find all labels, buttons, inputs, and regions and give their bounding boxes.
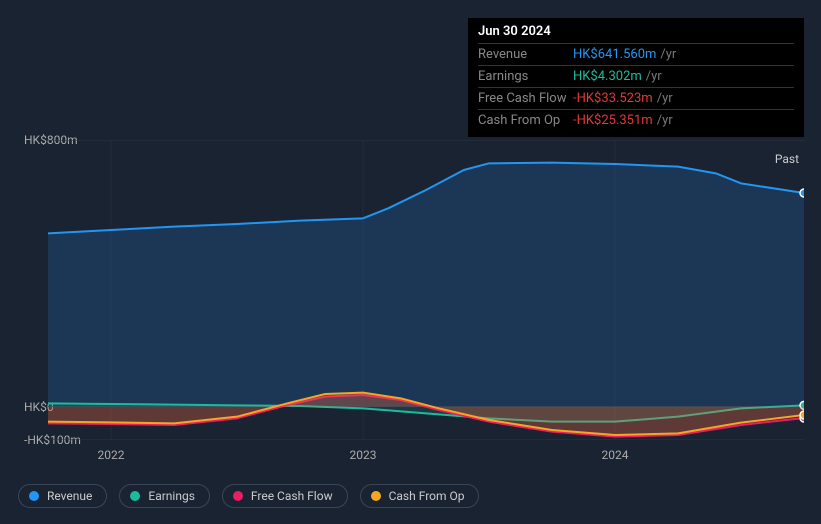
legend-label: Revenue bbox=[47, 489, 92, 503]
tooltip-date: Jun 30 2024 bbox=[478, 24, 794, 43]
tooltip-row-value: -HK$25.351m bbox=[573, 113, 653, 128]
tooltip-row: Cash From Op-HK$25.351m/yr bbox=[478, 109, 794, 131]
legend: Revenue Earnings Free Cash Flow Cash From O… bbox=[18, 484, 479, 508]
legend-dot-icon bbox=[29, 491, 39, 501]
financials-chart bbox=[48, 140, 804, 440]
tooltip-row-label: Cash From Op bbox=[478, 113, 573, 128]
tooltip-row-unit: /yr bbox=[657, 113, 673, 128]
tooltip-row-unit: /yr bbox=[646, 69, 662, 84]
legend-dot-icon bbox=[233, 491, 243, 501]
x-axis-tick-label: 2023 bbox=[350, 448, 377, 462]
tooltip-row-value: HK$4.302m bbox=[573, 69, 642, 84]
tooltip-row-value: HK$641.560m bbox=[573, 47, 656, 62]
legend-item[interactable]: Earnings bbox=[119, 484, 210, 508]
x-axis-tick-label: 2024 bbox=[602, 448, 629, 462]
legend-item[interactable]: Cash From Op bbox=[360, 484, 480, 508]
chart-tooltip: Jun 30 2024 RevenueHK$641.560m/yrEarning… bbox=[468, 18, 804, 137]
x-axis-tick-label: 2022 bbox=[98, 448, 125, 462]
tooltip-row: EarningsHK$4.302m/yr bbox=[478, 65, 794, 87]
legend-label: Free Cash Flow bbox=[251, 489, 333, 503]
legend-item[interactable]: Revenue bbox=[18, 484, 107, 508]
tooltip-row: Free Cash Flow-HK$33.523m/yr bbox=[478, 87, 794, 109]
tooltip-row-value: -HK$33.523m bbox=[573, 91, 653, 106]
tooltip-row-unit: /yr bbox=[657, 91, 673, 106]
tooltip-row: RevenueHK$641.560m/yr bbox=[478, 43, 794, 65]
legend-dot-icon bbox=[130, 491, 140, 501]
legend-item[interactable]: Free Cash Flow bbox=[222, 484, 348, 508]
tooltip-row-unit: /yr bbox=[660, 47, 676, 62]
tooltip-row-label: Revenue bbox=[478, 47, 573, 62]
tooltip-row-label: Earnings bbox=[478, 69, 573, 84]
legend-label: Cash From Op bbox=[389, 489, 465, 503]
legend-label: Earnings bbox=[148, 489, 195, 503]
legend-dot-icon bbox=[371, 491, 381, 501]
tooltip-row-label: Free Cash Flow bbox=[478, 91, 573, 106]
